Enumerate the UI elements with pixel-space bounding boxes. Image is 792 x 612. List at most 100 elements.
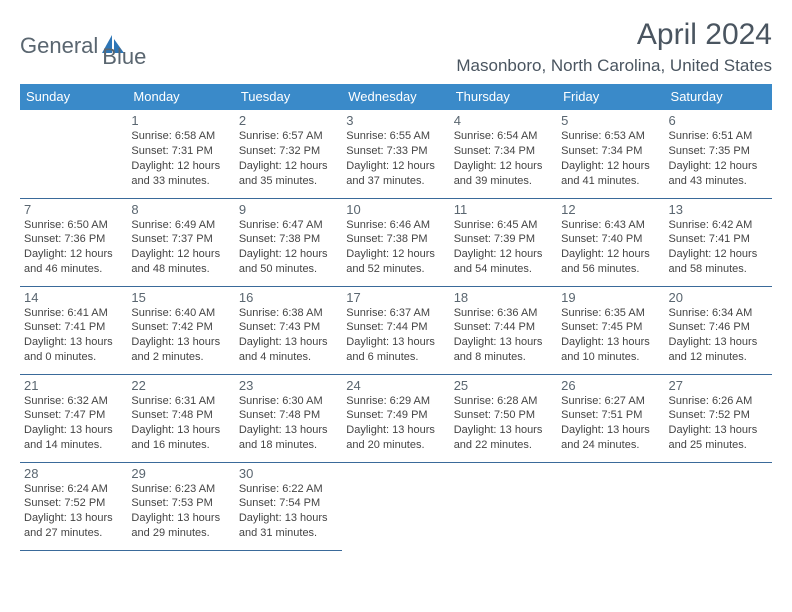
- day-cell: 27Sunrise: 6:26 AMSunset: 7:52 PMDayligh…: [665, 374, 772, 462]
- day-number: 25: [454, 378, 553, 393]
- day-number: 13: [669, 202, 768, 217]
- day-number: 23: [239, 378, 338, 393]
- daylight-text: Daylight: 12 hours and 35 minutes.: [239, 159, 338, 189]
- calendar-row: 28Sunrise: 6:24 AMSunset: 7:52 PMDayligh…: [20, 462, 772, 550]
- sunset-text: Sunset: 7:51 PM: [561, 408, 660, 423]
- day-cell: 22Sunrise: 6:31 AMSunset: 7:48 PMDayligh…: [127, 374, 234, 462]
- day-number: 29: [131, 466, 230, 481]
- daylight-text: Daylight: 13 hours and 24 minutes.: [561, 423, 660, 453]
- day-number: 3: [346, 113, 445, 128]
- weekday-header: Monday: [127, 84, 234, 110]
- sunrise-text: Sunrise: 6:31 AM: [131, 394, 230, 409]
- sunrise-text: Sunrise: 6:23 AM: [131, 482, 230, 497]
- sunset-text: Sunset: 7:53 PM: [131, 496, 230, 511]
- daylight-text: Daylight: 13 hours and 20 minutes.: [346, 423, 445, 453]
- sunset-text: Sunset: 7:34 PM: [454, 144, 553, 159]
- day-number: 7: [24, 202, 123, 217]
- sunrise-text: Sunrise: 6:27 AM: [561, 394, 660, 409]
- sunrise-text: Sunrise: 6:43 AM: [561, 218, 660, 233]
- day-number: 28: [24, 466, 123, 481]
- empty-day-cell: [20, 110, 127, 198]
- day-number: 16: [239, 290, 338, 305]
- day-number: 2: [239, 113, 338, 128]
- sunset-text: Sunset: 7:37 PM: [131, 232, 230, 247]
- day-cell: 2Sunrise: 6:57 AMSunset: 7:32 PMDaylight…: [235, 110, 342, 198]
- daylight-text: Daylight: 12 hours and 43 minutes.: [669, 159, 768, 189]
- day-number: 26: [561, 378, 660, 393]
- day-number: 1: [131, 113, 230, 128]
- sunrise-text: Sunrise: 6:58 AM: [131, 129, 230, 144]
- sunrise-text: Sunrise: 6:47 AM: [239, 218, 338, 233]
- sunset-text: Sunset: 7:38 PM: [239, 232, 338, 247]
- sunrise-text: Sunrise: 6:45 AM: [454, 218, 553, 233]
- day-cell: 18Sunrise: 6:36 AMSunset: 7:44 PMDayligh…: [450, 286, 557, 374]
- day-number: 21: [24, 378, 123, 393]
- day-cell: 25Sunrise: 6:28 AMSunset: 7:50 PMDayligh…: [450, 374, 557, 462]
- empty-day-cell: [665, 462, 772, 550]
- day-cell: 9Sunrise: 6:47 AMSunset: 7:38 PMDaylight…: [235, 198, 342, 286]
- calendar-body: 1Sunrise: 6:58 AMSunset: 7:31 PM Daylight…: [20, 110, 772, 550]
- daylight-text: Daylight: 12 hours and 54 minutes.: [454, 247, 553, 277]
- day-cell: 10Sunrise: 6:46 AMSunset: 7:38 PMDayligh…: [342, 198, 449, 286]
- sunset-text: Sunset: 7:35 PM: [669, 144, 768, 159]
- day-cell: 1Sunrise: 6:58 AMSunset: 7:31 PMDaylight…: [127, 110, 234, 198]
- sunrise-text: Sunrise: 6:49 AM: [131, 218, 230, 233]
- daylight-text: Daylight: 12 hours and 48 minutes.: [131, 247, 230, 277]
- day-cell: 11Sunrise: 6:45 AMSunset: 7:39 PMDayligh…: [450, 198, 557, 286]
- daylight-text: Daylight: 13 hours and 2 minutes.: [131, 335, 230, 365]
- sunset-text: Sunset: 7:31 PM: [131, 144, 230, 159]
- day-cell: 20Sunrise: 6:34 AMSunset: 7:46 PMDayligh…: [665, 286, 772, 374]
- sunrise-text: Sunrise: 6:36 AM: [454, 306, 553, 321]
- day-number: 19: [561, 290, 660, 305]
- empty-day-cell: [557, 462, 664, 550]
- sunrise-text: Sunrise: 6:54 AM: [454, 129, 553, 144]
- day-number: 24: [346, 378, 445, 393]
- weekday-header-row: Sunday Monday Tuesday Wednesday Thursday…: [20, 84, 772, 110]
- sunset-text: Sunset: 7:41 PM: [24, 320, 123, 335]
- daylight-text: Daylight: 13 hours and 16 minutes.: [131, 423, 230, 453]
- day-cell: 7Sunrise: 6:50 AMSunset: 7:36 PMDaylight…: [20, 198, 127, 286]
- day-cell: 30Sunrise: 6:22 AMSunset: 7:54 PMDayligh…: [235, 462, 342, 550]
- day-number: 15: [131, 290, 230, 305]
- day-cell: 15Sunrise: 6:40 AMSunset: 7:42 PMDayligh…: [127, 286, 234, 374]
- daylight-text: Daylight: 12 hours and 56 minutes.: [561, 247, 660, 277]
- sunset-text: Sunset: 7:46 PM: [669, 320, 768, 335]
- sunrise-text: Sunrise: 6:55 AM: [346, 129, 445, 144]
- sunrise-text: Sunrise: 6:34 AM: [669, 306, 768, 321]
- daylight-text: Daylight: 13 hours and 31 minutes.: [239, 511, 338, 541]
- day-number: 18: [454, 290, 553, 305]
- daylight-text: Daylight: 13 hours and 6 minutes.: [346, 335, 445, 365]
- daylight-text: Daylight: 12 hours and 52 minutes.: [346, 247, 445, 277]
- sunset-text: Sunset: 7:39 PM: [454, 232, 553, 247]
- daylight-text: Daylight: 12 hours and 41 minutes.: [561, 159, 660, 189]
- daylight-text: Daylight: 12 hours and 39 minutes.: [454, 159, 553, 189]
- day-cell: 8Sunrise: 6:49 AMSunset: 7:37 PMDaylight…: [127, 198, 234, 286]
- weekday-header: Sunday: [20, 84, 127, 110]
- sunrise-text: Sunrise: 6:37 AM: [346, 306, 445, 321]
- day-number: 30: [239, 466, 338, 481]
- day-number: 9: [239, 202, 338, 217]
- day-cell: 5Sunrise: 6:53 AMSunset: 7:34 PMDaylight…: [557, 110, 664, 198]
- day-number: 27: [669, 378, 768, 393]
- sunrise-text: Sunrise: 6:22 AM: [239, 482, 338, 497]
- header: General Blue April 2024 Masonboro, North…: [20, 18, 772, 76]
- sunrise-text: Sunrise: 6:26 AM: [669, 394, 768, 409]
- day-cell: 4Sunrise: 6:54 AMSunset: 7:34 PMDaylight…: [450, 110, 557, 198]
- location-text: Masonboro, North Carolina, United States: [456, 56, 772, 76]
- sunset-text: Sunset: 7:44 PM: [346, 320, 445, 335]
- sunset-text: Sunset: 7:32 PM: [239, 144, 338, 159]
- daylight-text: Daylight: 12 hours and 37 minutes.: [346, 159, 445, 189]
- day-number: 5: [561, 113, 660, 128]
- day-number: 20: [669, 290, 768, 305]
- brand-logo: General Blue: [20, 18, 146, 70]
- day-number: 22: [131, 378, 230, 393]
- sunset-text: Sunset: 7:48 PM: [131, 408, 230, 423]
- daylight-text: Daylight: 13 hours and 12 minutes.: [669, 335, 768, 365]
- sunset-text: Sunset: 7:43 PM: [239, 320, 338, 335]
- day-cell: 6Sunrise: 6:51 AMSunset: 7:35 PMDaylight…: [665, 110, 772, 198]
- day-cell: 3Sunrise: 6:55 AMSunset: 7:33 PMDaylight…: [342, 110, 449, 198]
- daylight-text: Daylight: 12 hours and 58 minutes.: [669, 247, 768, 277]
- daylight-text: Daylight: 13 hours and 29 minutes.: [131, 511, 230, 541]
- daylight-text: Daylight: 13 hours and 25 minutes.: [669, 423, 768, 453]
- daylight-text: Daylight: 13 hours and 10 minutes.: [561, 335, 660, 365]
